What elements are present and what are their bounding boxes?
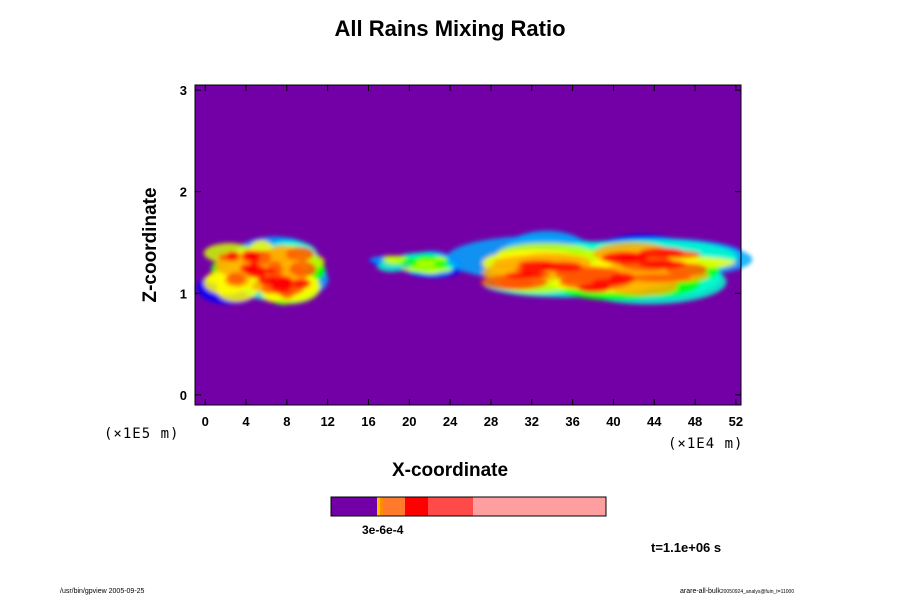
footer-source-detail: 20050924_analys@fuin_t=11000	[720, 589, 795, 595]
y-tick-label: 0	[180, 388, 187, 403]
rain-region	[196, 236, 329, 306]
rain-contour	[226, 272, 246, 286]
rain-contour	[629, 274, 692, 282]
x-tick-label: 8	[283, 414, 290, 429]
x-axis: 0 4 8 12 16 20 24 28 32 36 40 44 48 52	[202, 85, 743, 429]
rain-field	[196, 230, 753, 306]
rain-contour	[289, 261, 317, 278]
x-tick-label: 44	[647, 414, 662, 429]
colorbar-segment	[473, 497, 606, 516]
rain-contour	[225, 250, 240, 262]
rain-contour	[638, 259, 687, 269]
chart-title: All Rains Mixing Ratio	[334, 16, 566, 41]
x-scale-label: (×1E4 m)	[668, 436, 744, 452]
rain-contour	[419, 268, 441, 275]
colorbar-segment	[331, 497, 377, 516]
rain-contour	[591, 278, 625, 286]
rain-contour	[244, 265, 268, 278]
colorbar-segment	[428, 497, 473, 516]
rain-contour	[617, 252, 644, 260]
x-tick-label: 0	[202, 414, 209, 429]
y-axis: 0 1 2 3	[180, 83, 741, 403]
rain-contour	[504, 272, 538, 279]
y-tick-label: 1	[180, 286, 187, 301]
rain-contour	[577, 283, 611, 293]
rain-contour	[480, 274, 548, 290]
rain-contour	[401, 266, 424, 272]
x-tick-label: 20	[402, 414, 416, 429]
x-tick-label: 16	[361, 414, 375, 429]
x-tick-label: 40	[606, 414, 620, 429]
colorbar-frame	[330, 496, 607, 517]
rain-contour	[268, 275, 291, 287]
rain-contour	[567, 269, 601, 281]
rain-region	[446, 230, 753, 305]
colorbar-segment	[391, 497, 405, 516]
colorbar-segment	[383, 497, 391, 516]
colorbar-segment	[377, 497, 380, 516]
colorbar	[330, 496, 607, 517]
rain-contour	[241, 250, 257, 262]
x-tick-label: 24	[443, 414, 458, 429]
rain-contour	[518, 260, 559, 269]
y-scale-label: (×1E5 m)	[104, 426, 180, 442]
time-label: t=1.1e+06 s	[651, 540, 722, 555]
x-tick-label: 28	[484, 414, 498, 429]
y-tick-label: 3	[180, 83, 187, 98]
x-tick-label: 36	[565, 414, 579, 429]
colorbar-segment	[405, 497, 428, 516]
rain-contour	[638, 247, 685, 258]
y-tick-label: 2	[180, 185, 187, 200]
footer-command: /usr/bin/gpview 2005-09-25	[60, 588, 145, 595]
rain-contour	[268, 245, 295, 264]
rain-contour	[285, 246, 315, 262]
rain-contour	[514, 266, 550, 273]
x-tick-label: 4	[242, 414, 250, 429]
footer-source-main: arare-all-bulk	[680, 588, 721, 595]
x-axis-label: X-coordinate	[391, 460, 509, 481]
colorbar-segment	[380, 497, 383, 516]
rain-contour	[415, 259, 437, 268]
rain-contour	[434, 256, 447, 261]
rain-contour	[292, 278, 311, 289]
x-tick-label: 32	[525, 414, 539, 429]
plot-frame	[194, 84, 742, 406]
rain-region	[368, 251, 463, 278]
x-tick-label: 52	[729, 414, 743, 429]
colorbar-label: 3e-6e-4	[362, 523, 404, 537]
y-axis-label: Z-coordinate	[140, 187, 161, 303]
footer-source: arare-all-bulk20050924_analys@fuin_t=110…	[680, 588, 794, 595]
x-tick-label: 12	[320, 414, 334, 429]
x-tick-label: 48	[688, 414, 702, 429]
rain-contour	[382, 255, 396, 262]
